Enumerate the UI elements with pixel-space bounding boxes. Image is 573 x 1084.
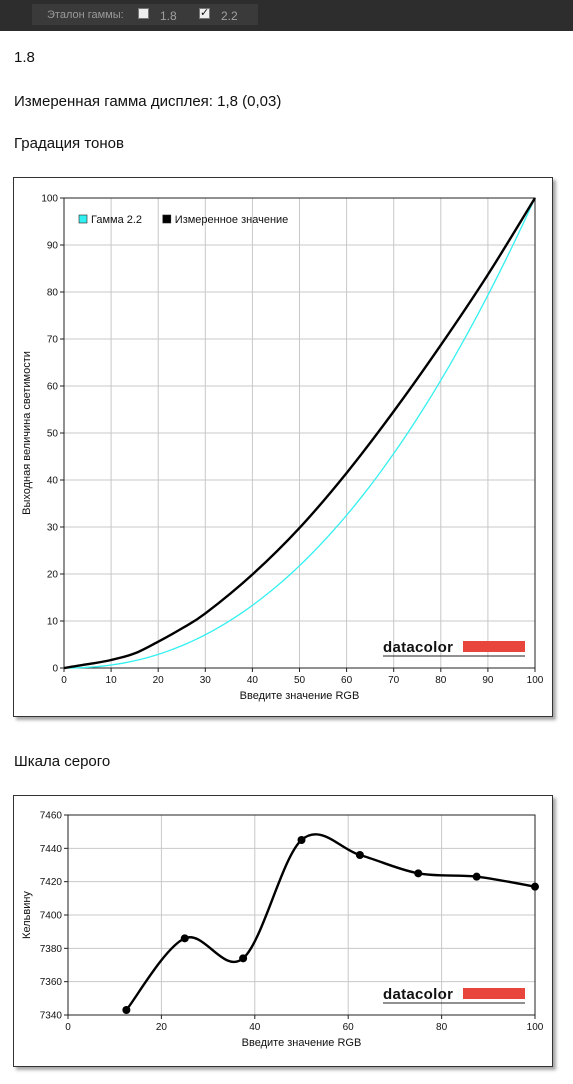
x-tick-label: 10 xyxy=(106,675,118,686)
datacolor-logo-bar xyxy=(463,988,525,999)
x-tick-label: 40 xyxy=(249,1022,261,1033)
y-tick-label: 7400 xyxy=(40,911,63,922)
data-point xyxy=(472,872,481,881)
tone-response-svg: 0 10 20 30 40 50 60 70 80 90 100 0 10 20 30 40 50 60 70 80 9… xyxy=(21,194,544,703)
data-point xyxy=(297,836,306,844)
series-line-1 xyxy=(63,197,537,670)
tone-gradation-title: Градация тонов xyxy=(14,135,124,152)
legend-label-1: Измеренное значение xyxy=(175,214,288,226)
y-tick-label: 40 xyxy=(47,476,59,487)
legend-swatch-1 xyxy=(162,214,172,224)
gamma-2-2-checkbox[interactable]: ✓ xyxy=(199,8,210,19)
datacolor-logo-bar xyxy=(463,641,525,652)
datacolor-logo: datacolor xyxy=(383,639,453,656)
x-tick-label: 80 xyxy=(436,1022,448,1033)
y-tick-label: 70 xyxy=(47,335,59,346)
y-tick-label: 7380 xyxy=(40,944,63,955)
grayscale-title: Шкала серого xyxy=(14,753,111,770)
gamma-value-heading: 1.8 xyxy=(14,49,35,66)
x-tick-label: 0 xyxy=(61,675,67,686)
data-point xyxy=(355,851,364,859)
x-tick-label: 20 xyxy=(153,675,165,686)
y-axis-label: Выходная величина светимости xyxy=(21,351,33,515)
y-tick-label: 10 xyxy=(47,617,59,628)
x-tick-label: 60 xyxy=(341,675,353,686)
gamma-1-8-label[interactable]: 1.8 xyxy=(160,9,177,23)
x-tick-label: 100 xyxy=(527,675,544,686)
series-line-0 xyxy=(63,197,536,669)
x-tick-label: 0 xyxy=(65,1022,71,1033)
x-axis-label: Введите значение RGB xyxy=(240,690,360,702)
x-tick-label: 60 xyxy=(343,1022,355,1033)
grayscale-svg: 0 20 40 60 80 100 7340 7360 7380 7400 7420 7440 7460… xyxy=(21,811,544,1050)
x-tick-label: 50 xyxy=(294,675,306,686)
datacolor-logo: datacolor xyxy=(383,986,453,1003)
y-axis-label: Кельвину xyxy=(21,891,33,939)
y-tick-label: 20 xyxy=(47,570,59,581)
y-tick-label: 90 xyxy=(47,241,59,252)
data-point xyxy=(531,882,539,891)
y-tick-label: 30 xyxy=(47,523,59,534)
legend-label-0: Гамма 2.2 xyxy=(91,214,142,226)
y-tick-label: 7460 xyxy=(40,811,63,822)
gamma-1-8-checkbox[interactable] xyxy=(138,8,149,19)
x-axis-label: Введите значение RGB xyxy=(242,1037,362,1049)
tone-response-chart: 0 10 20 30 40 50 60 70 80 90 100 0 10 20 30 40 50 60 70 80 9… xyxy=(13,177,553,717)
x-tick-label: 70 xyxy=(388,675,400,686)
toolbar: Эталон гаммы: 1.8 ✓ 2.2 xyxy=(0,0,573,31)
x-tick-label: 20 xyxy=(156,1022,168,1033)
y-tick-label: 7360 xyxy=(40,977,63,988)
data-point xyxy=(414,869,423,878)
grayscale-chart: 0 20 40 60 80 100 7340 7360 7380 7400 7420 7440 7460… xyxy=(13,795,553,1067)
y-tick-label: 50 xyxy=(47,429,59,440)
data-point xyxy=(122,1006,131,1014)
gamma-reference-label: Эталон гаммы: xyxy=(47,9,124,21)
y-tick-label: 7420 xyxy=(40,877,63,888)
x-tick-label: 90 xyxy=(482,675,494,686)
gamma-2-2-label[interactable]: 2.2 xyxy=(221,9,238,23)
legend-swatch-0 xyxy=(78,214,88,224)
series-line-0 xyxy=(125,833,536,1011)
data-point xyxy=(239,954,248,963)
y-tick-label: 100 xyxy=(41,194,58,205)
y-tick-label: 0 xyxy=(52,664,58,675)
data-point xyxy=(180,934,189,943)
x-tick-label: 30 xyxy=(200,675,212,686)
measured-gamma-text: Измеренная гамма дисплея: 1,8 (0,03) xyxy=(14,93,282,110)
y-tick-label: 7340 xyxy=(40,1011,63,1022)
y-tick-label: 7440 xyxy=(40,844,63,855)
x-tick-label: 80 xyxy=(435,675,447,686)
y-tick-label: 80 xyxy=(47,288,59,299)
y-tick-label: 60 xyxy=(47,382,59,393)
x-tick-label: 40 xyxy=(247,675,259,686)
check-icon: ✓ xyxy=(200,7,210,19)
x-tick-label: 100 xyxy=(527,1022,544,1033)
